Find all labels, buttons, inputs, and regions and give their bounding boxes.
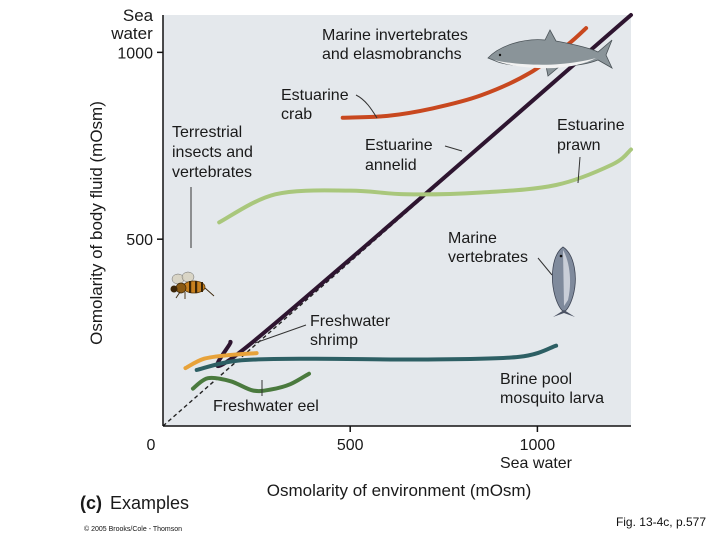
annotation-freshwater-shrimp-line2: shrimp [310, 332, 358, 349]
x-tick-label: 500 [337, 437, 364, 454]
bee-icon [170, 271, 215, 299]
y-axis-end-label-line2: water [110, 24, 153, 43]
annotation-estuarine-prawn-line2: prawn [557, 137, 601, 154]
annotation-estuarine-crab-line1: Estuarine [281, 87, 349, 104]
shark-icon [487, 29, 613, 77]
series-line-estuarine-prawn [217, 147, 633, 225]
caption-text: Examples [110, 493, 189, 513]
annotation-estuarine-annelid-line1: Estuarine [365, 137, 433, 154]
annotation-marine-invertebrates-line1: Marine invertebrates [322, 27, 468, 44]
annotation-estuarine-prawn-line1: Estuarine [557, 117, 625, 134]
y-axis-label: Osmolarity of body fluid (mOsm) [87, 101, 106, 345]
series-line-freshwater-shrimp [183, 351, 259, 371]
series-line-brine-pool-mosquito-larva [194, 343, 559, 372]
leader-marine-vertebrates [537, 257, 553, 276]
leader-freshwater-shrimp [254, 324, 307, 344]
leader-estuarine-crab [355, 94, 378, 119]
annotation-estuarine-annelid-line2: annelid [365, 157, 417, 174]
leader-estuarine-annelid [444, 145, 463, 152]
figure-reference: Fig. 13-4c, p.577 [615, 515, 706, 529]
annotation-terrestrial-line1: Terrestrial [172, 124, 242, 141]
series-line-freshwater-eel [190, 371, 311, 394]
copyright-notice: © 2005 Brooks/Cole - Thomson [84, 526, 183, 533]
x-tick-label: 1000 [520, 437, 556, 454]
y-axis-end-label-line1: Sea [123, 6, 154, 25]
annotation-marine-vertebrates-line2: vertebrates [448, 249, 528, 266]
annotation-freshwater-shrimp-line1: Freshwater [310, 313, 391, 330]
annotation-estuarine-crab-line2: crab [281, 106, 312, 123]
annotation-brine-pool-line1: Brine pool [500, 371, 572, 388]
axis-ticks: 0 500 1000 500 1000 [117, 45, 555, 454]
x-tick-label: 0 [147, 437, 156, 454]
annotation-brine-pool-line2: mosquito larva [500, 390, 604, 407]
x-axis-end-label: Sea water [500, 455, 573, 472]
series-line-marine-invertebrates-and-elasmobranchs [215, 13, 633, 368]
annotation-marine-invertebrates-line2: and elasmobranchs [322, 46, 462, 63]
y-tick-label: 1000 [117, 45, 153, 62]
tuna-icon [552, 246, 576, 317]
y-tick-label: 500 [126, 232, 153, 249]
annotation-freshwater-eel: Freshwater eel [213, 398, 319, 415]
annotation-marine-vertebrates-line1: Marine [448, 230, 497, 247]
annotation-terrestrial-line2: insects and [172, 144, 253, 161]
leader-estuarine-prawn [577, 156, 581, 184]
annotation-terrestrial-line3: vertebrates [172, 164, 252, 181]
x-axis-label: Osmolarity of environment (mOsm) [267, 481, 532, 500]
caption-prefix: (c) [80, 493, 102, 513]
